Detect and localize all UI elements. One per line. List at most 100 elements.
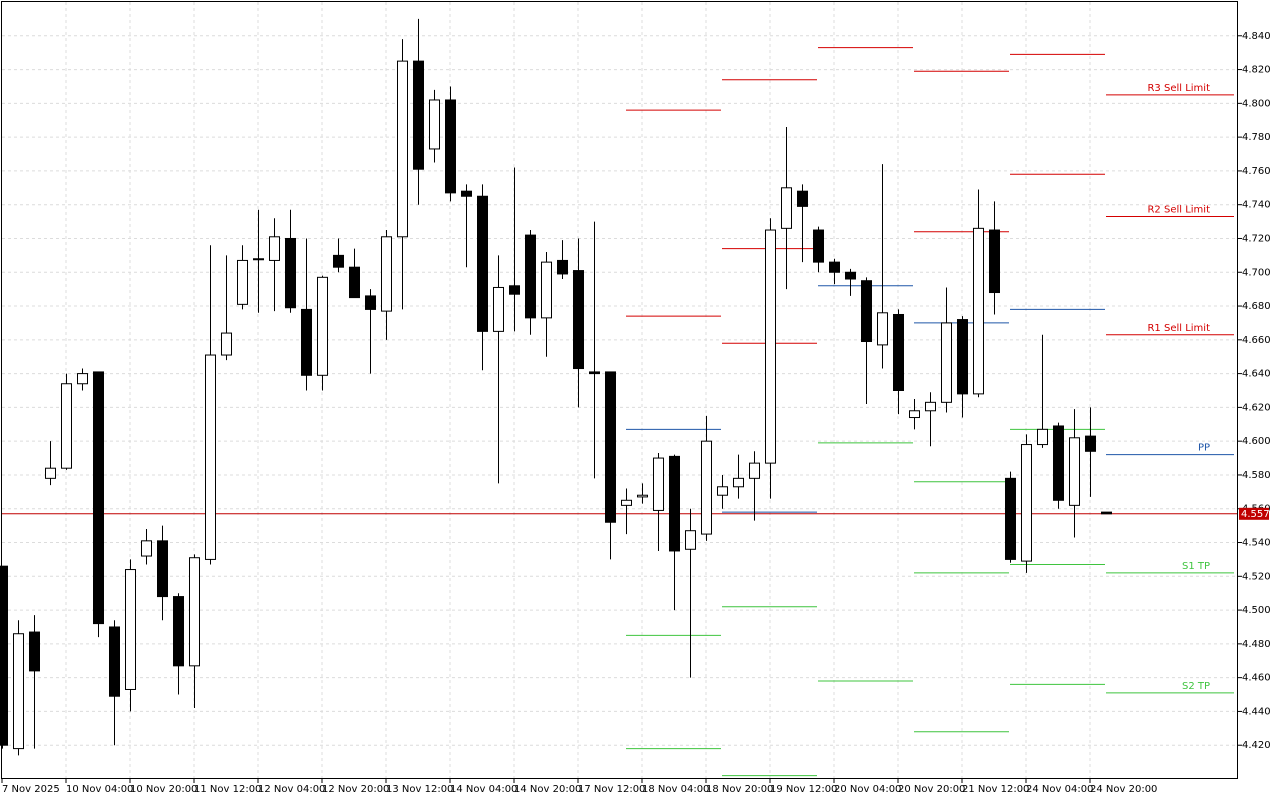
x-tick-label: 20 Nov 20:00 (898, 784, 965, 795)
candle-body (509, 285, 520, 295)
candles (0, 18, 1112, 756)
candle-body (541, 261, 552, 319)
candle-body (493, 286, 504, 332)
x-tick-label: 12 Nov 04:00 (258, 784, 325, 795)
x-tick-label: 13 Nov 12:00 (386, 784, 453, 795)
y-tick-label: 4.840 (1242, 31, 1271, 42)
pivot-label: R1 Sell Limit (1147, 323, 1210, 334)
x-tick-label: 21 Nov 12:00 (962, 784, 1029, 795)
candle-body (685, 530, 696, 550)
y-tick-label: 4.520 (1242, 571, 1271, 582)
candle-body (413, 60, 424, 170)
candle-body (989, 229, 1000, 294)
candle-body (141, 540, 152, 557)
candle-body (77, 373, 88, 385)
y-tick-label: 4.640 (1242, 369, 1271, 380)
candle-body (669, 455, 680, 552)
y-tick-label: 4.500 (1242, 605, 1271, 616)
candle-body (189, 557, 200, 667)
x-tick-label: 17 Nov 12:00 (578, 784, 645, 795)
y-tick-label: 4.440 (1242, 706, 1271, 717)
candle-body (173, 596, 184, 667)
candle-body (749, 462, 760, 479)
plot-border (1, 1, 1238, 779)
candle-body (525, 234, 536, 319)
y-tick-label: 4.820 (1242, 65, 1271, 76)
x-tick-label: 18 Nov 20:00 (706, 784, 773, 795)
candle-body (301, 308, 312, 376)
candle-body (429, 99, 440, 150)
y-tick-label: 4.720 (1242, 233, 1271, 244)
candle-body (637, 494, 648, 498)
candle-body (381, 236, 392, 312)
candle-body (349, 266, 360, 299)
candle-body (797, 190, 808, 207)
y-tick-label: 4.580 (1242, 470, 1271, 481)
x-tick-label: 11 Nov 12:00 (194, 784, 261, 795)
y-tick-label: 4.800 (1242, 98, 1271, 109)
candle-body (29, 631, 40, 672)
y-tick-label: 4.760 (1242, 166, 1271, 177)
y-tick-label: 4.620 (1242, 402, 1271, 413)
candle-body (829, 261, 840, 273)
candle-body (477, 195, 488, 332)
candle-body (845, 271, 856, 280)
pivot-label: S2 TP (1182, 681, 1210, 692)
candle-body (877, 312, 888, 346)
candle-body (1021, 444, 1032, 562)
candle-body (765, 229, 776, 464)
candle-body (1101, 511, 1112, 515)
price-tag-label: 4.557 (1241, 509, 1270, 520)
candle-body (253, 258, 264, 261)
candle-body (1053, 425, 1064, 501)
candle-body (285, 237, 296, 309)
candle-body (861, 280, 872, 343)
candle-body (269, 236, 280, 261)
y-tick-label: 4.660 (1242, 335, 1271, 346)
y-tick-label: 4.540 (1242, 538, 1271, 549)
candle-body (93, 371, 104, 625)
x-tick-label: 14 Nov 04:00 (450, 784, 517, 795)
candle-body (573, 270, 584, 370)
y-tick-label: 4.420 (1242, 740, 1271, 751)
candle-body (157, 540, 168, 598)
candle-body (893, 313, 904, 392)
pivot-label: S1 TP (1182, 561, 1210, 572)
candle-body (717, 486, 728, 496)
x-tick-label: 24 Nov 04:00 (1026, 784, 1093, 795)
candle-body (205, 354, 216, 560)
candle-body (621, 499, 632, 506)
candle-body (445, 99, 456, 194)
candle-body (589, 371, 600, 375)
pivot-label: R2 Sell Limit (1147, 205, 1210, 216)
candle-body (221, 332, 232, 356)
candle-body (0, 565, 8, 746)
candle-body (397, 60, 408, 238)
x-tick-label: 12 Nov 20:00 (322, 784, 389, 795)
candle-body (701, 440, 712, 535)
candle-body (557, 259, 568, 275)
candle-body (45, 467, 56, 479)
candle-body (941, 322, 952, 403)
candle-body (125, 569, 136, 690)
candle-body (13, 633, 24, 750)
candle-body (653, 457, 664, 511)
candle-body (909, 410, 920, 419)
y-tick-label: 4.780 (1242, 132, 1271, 143)
candle-body (1085, 435, 1096, 452)
y-tick-label: 4.680 (1242, 301, 1271, 312)
candle-body (925, 401, 936, 412)
pivot-label: PP (1198, 443, 1210, 454)
y-tick-label: 4.460 (1242, 673, 1271, 684)
candle-body (109, 626, 120, 697)
candle-body (813, 229, 824, 263)
candle-body (781, 187, 792, 229)
x-tick-label: 18 Nov 04:00 (642, 784, 709, 795)
y-tick-label: 4.740 (1242, 200, 1271, 211)
pivot-label: R3 Sell Limit (1147, 83, 1210, 94)
x-tick-label: 10 Nov 04:00 (66, 784, 133, 795)
x-tick-label: 7 Nov 2025 (2, 784, 60, 795)
